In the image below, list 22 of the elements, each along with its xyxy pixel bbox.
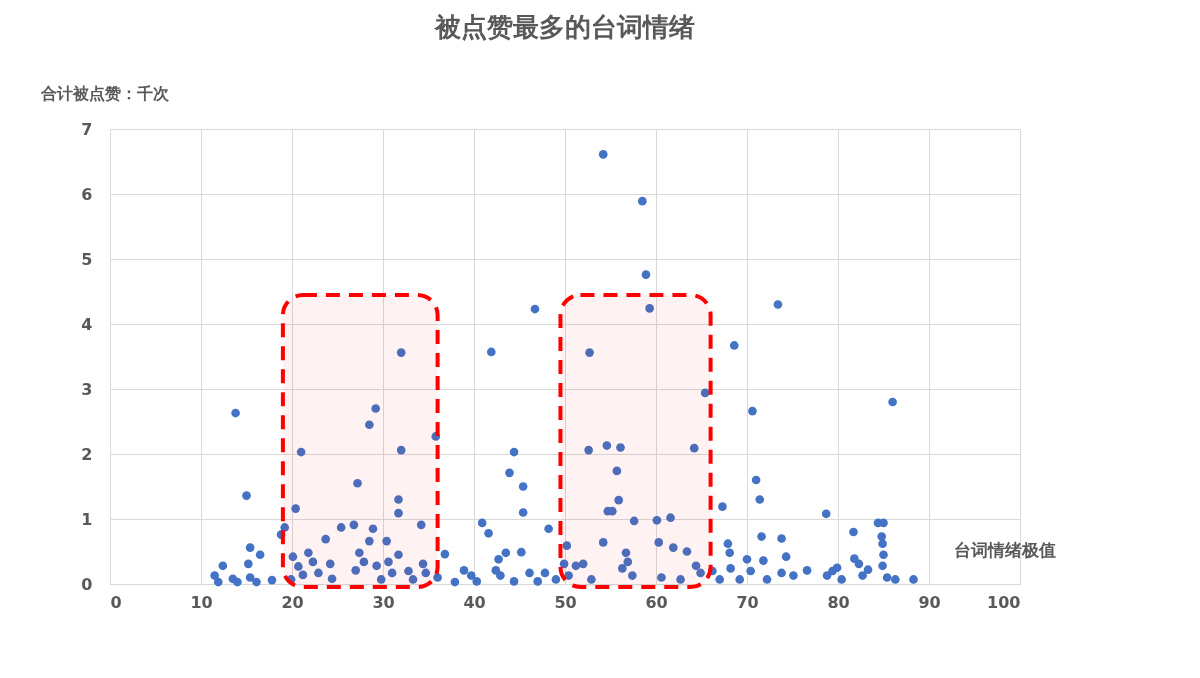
x-tick-label: 80 xyxy=(827,592,850,612)
chart-title: 被点赞最多的台词情绪 xyxy=(434,12,695,42)
x-tick-label: 20 xyxy=(281,592,304,612)
y-tick-label: 2 xyxy=(81,444,93,464)
x-tick-label: 40 xyxy=(463,592,486,612)
x-tick-label: 10 xyxy=(190,592,213,612)
x-tick-label: 90 xyxy=(918,592,941,612)
y-tick-label: 1 xyxy=(81,509,93,529)
y-axis-title: 合计被点赞：千次 xyxy=(39,83,170,103)
y-tick-label: 5 xyxy=(81,249,93,269)
x-tick-label: 50 xyxy=(554,592,577,612)
x-tick-label: 70 xyxy=(736,592,759,612)
x-tick-label: 60 xyxy=(645,592,668,612)
y-tick-label: 7 xyxy=(81,119,93,139)
y-tick-label: 0 xyxy=(81,574,93,594)
y-tick-label: 3 xyxy=(81,379,93,399)
y-tick-label: 4 xyxy=(81,314,93,334)
x-tick-label: 30 xyxy=(372,592,395,612)
x-axis-title: 台词情绪极值 xyxy=(953,539,1056,560)
y-tick-label: 6 xyxy=(81,184,93,204)
x-tick-label: 0 xyxy=(110,592,122,612)
x-tick-label: 100 xyxy=(987,592,1021,612)
